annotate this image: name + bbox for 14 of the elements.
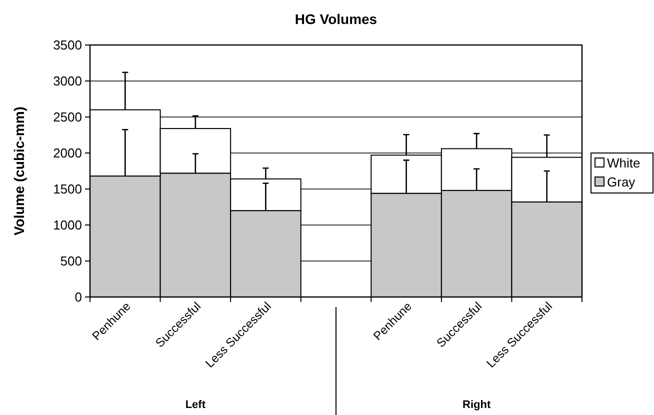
y-tick-label: 2500 [53, 110, 82, 125]
legend-label: Gray [607, 174, 636, 190]
y-axis-title: Volume (cubic-mm) [11, 106, 27, 236]
y-tick-label: 1500 [53, 182, 82, 197]
y-tick-label: 2000 [53, 146, 82, 161]
chart-title: HG Volumes [294, 11, 378, 27]
text: Left [185, 399, 206, 411]
y-tick-label: 1000 [53, 218, 82, 233]
y-tick-label: 3500 [53, 38, 82, 53]
legend-label: White [607, 156, 640, 171]
y-tick-label: 3000 [53, 74, 82, 89]
text: Right [462, 399, 491, 411]
y-tick-label: 0 [74, 290, 82, 305]
y-tick-label: 500 [60, 254, 82, 269]
